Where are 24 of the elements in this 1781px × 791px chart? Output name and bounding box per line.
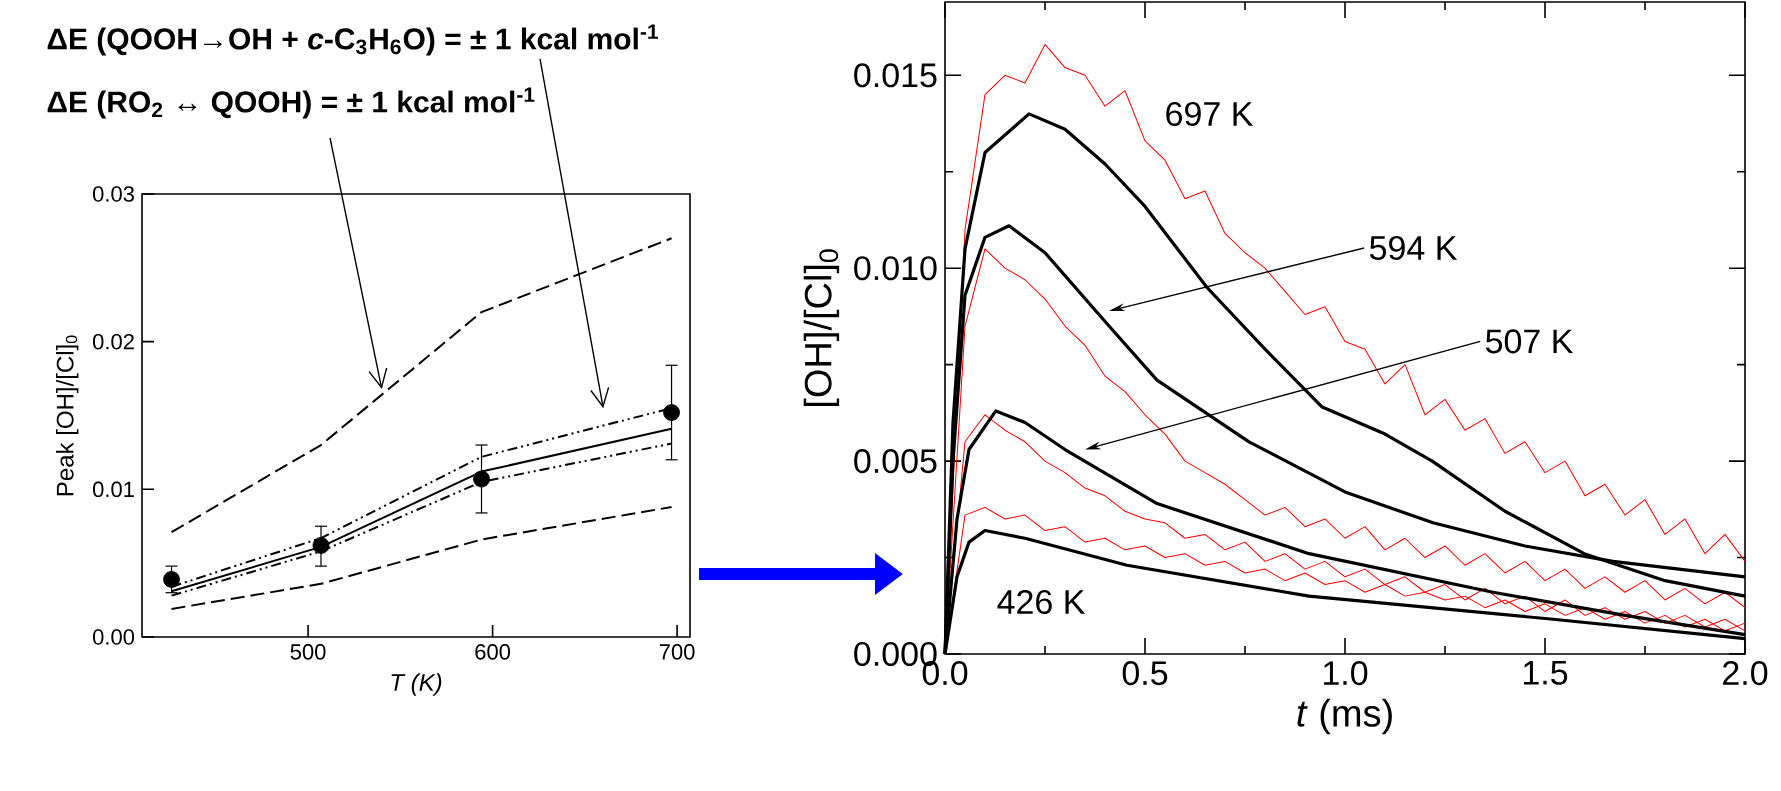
x-tick-label: 500 xyxy=(290,644,326,660)
y-tick-label: 0.015 xyxy=(854,63,937,88)
x-tick-label: 1.0 xyxy=(1323,661,1368,686)
annotation: 426 K xyxy=(997,589,1086,615)
annotation: 594 K xyxy=(1369,235,1458,261)
x-axis-title: t (ms) xyxy=(1297,698,1392,735)
annotation: 697 K xyxy=(1166,101,1254,127)
x-tick-label: 2.0 xyxy=(1723,661,1768,686)
y-tick-label: 0.02 xyxy=(92,333,134,350)
y-tick-label: 0.005 xyxy=(854,449,937,474)
x-tick-label: 700 xyxy=(659,644,695,660)
x-axis-title: T (K) xyxy=(391,673,442,696)
text: ΔE (RO$_{2}$ ↔ QOOH) = ± 1 kcal mol$^{-1}$ xyxy=(47,87,535,119)
annotation: 507 K xyxy=(1485,329,1574,354)
y-tick-label: 0.00 xyxy=(92,629,135,645)
x-tick-label: 1.5 xyxy=(1523,661,1568,685)
x-tick-label: 0.5 xyxy=(1122,661,1168,686)
x-tick-label: 600 xyxy=(475,644,511,660)
y-axis-title: [OH]/[Cl]$_{0}$ xyxy=(803,249,840,407)
y-axis-title: Peak [OH]/[Cl]$_{0}$ xyxy=(56,335,79,496)
text: ΔE (QOOH→OH + c-C$_{3}$H$_{6}$O) = ± 1 kcal mol$^{-1}$ xyxy=(47,24,658,56)
y-tick-label: 0.010 xyxy=(854,256,937,281)
y-tick-label: 0.03 xyxy=(92,186,134,202)
y-tick-label: 0.01 xyxy=(92,481,134,498)
